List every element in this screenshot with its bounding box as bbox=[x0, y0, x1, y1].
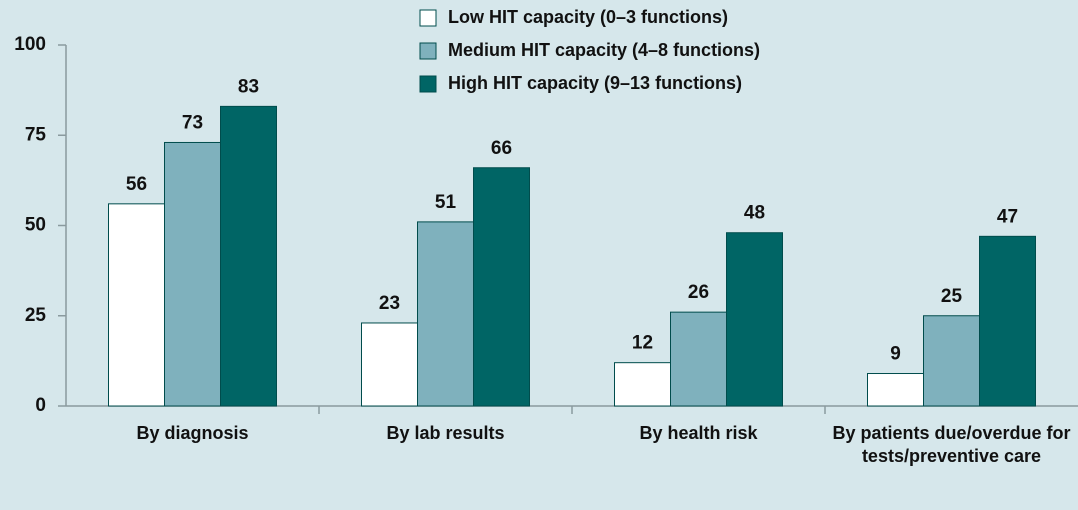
bar bbox=[867, 373, 924, 407]
bar bbox=[164, 141, 221, 407]
legend-label: High HIT capacity (9–13 functions) bbox=[448, 73, 742, 93]
value-label: 9 bbox=[890, 344, 901, 365]
y-tick-label: 0 bbox=[35, 395, 46, 416]
bar bbox=[108, 203, 165, 407]
value-label: 66 bbox=[491, 138, 512, 159]
bar bbox=[417, 221, 474, 407]
bar bbox=[473, 167, 530, 407]
legend-swatch bbox=[419, 9, 437, 27]
bar bbox=[361, 322, 418, 407]
bar bbox=[923, 315, 980, 407]
legend-label: Low HIT capacity (0–3 functions) bbox=[448, 7, 728, 27]
y-tick-label: 50 bbox=[25, 215, 46, 236]
value-label: 51 bbox=[435, 192, 457, 213]
x-tick-label: By health risk bbox=[639, 423, 758, 443]
value-label: 12 bbox=[632, 333, 653, 354]
value-label: 56 bbox=[126, 174, 147, 195]
bar bbox=[614, 362, 671, 407]
value-label: 47 bbox=[997, 206, 1018, 227]
bar bbox=[220, 105, 277, 407]
value-label: 23 bbox=[379, 293, 400, 314]
legend-swatch bbox=[419, 42, 437, 60]
legend-label: Medium HIT capacity (4–8 functions) bbox=[448, 40, 760, 60]
value-label: 73 bbox=[182, 112, 203, 133]
value-label: 48 bbox=[744, 203, 765, 224]
value-label: 25 bbox=[941, 286, 963, 307]
legend-swatch bbox=[419, 75, 437, 93]
y-tick-label: 75 bbox=[25, 124, 47, 145]
value-label: 83 bbox=[238, 76, 259, 97]
bar bbox=[726, 232, 783, 407]
x-tick-label: By diagnosis bbox=[136, 423, 249, 443]
x-tick-label: By lab results bbox=[386, 423, 505, 443]
y-tick-label: 100 bbox=[14, 34, 46, 55]
value-label: 26 bbox=[688, 282, 709, 303]
bar bbox=[979, 235, 1036, 407]
x-tick-label: By patients due/overdue for tests/preven… bbox=[832, 423, 1071, 466]
y-tick-label: 25 bbox=[25, 305, 47, 326]
bar bbox=[670, 311, 727, 407]
